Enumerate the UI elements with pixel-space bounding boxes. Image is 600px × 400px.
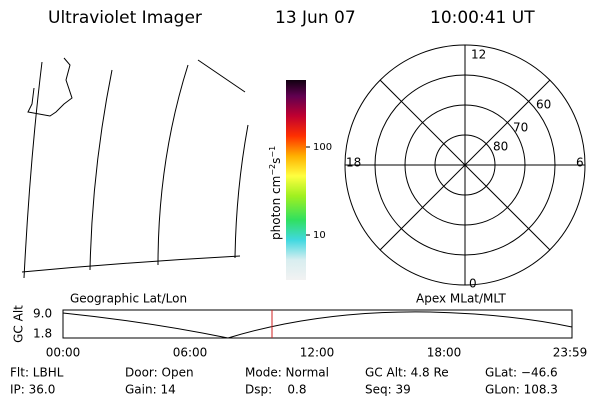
meridian <box>234 124 249 259</box>
label-sup: −1 <box>268 146 277 158</box>
status-field: GC Alt: 4.8 Re <box>365 366 449 380</box>
panel-label: Geographic Lat/Lon <box>70 292 187 306</box>
status-field: Flt: LBHL <box>10 366 64 380</box>
geographic-map <box>21 57 249 279</box>
status-field: Dsp: 0.8 <box>245 383 307 397</box>
mlt-label: 12 <box>471 48 486 62</box>
date: 13 Jun 07 <box>275 8 356 28</box>
polar-grid <box>344 44 586 286</box>
y-axis-label: GC Alt <box>12 305 26 343</box>
label-sup: −2 <box>268 164 277 176</box>
label-text: photon cm <box>269 176 283 240</box>
title: Ultraviolet Imager <box>48 8 202 28</box>
label-text: s <box>269 158 283 164</box>
mlat-label: 70 <box>513 121 528 135</box>
meridian <box>89 69 113 271</box>
x-tick-label: 06:00 <box>173 346 208 360</box>
status-field: Door: Open <box>125 366 194 380</box>
status-field: GLon: 108.3 <box>485 383 558 397</box>
x-tick-label: 00:00 <box>46 346 81 360</box>
x-tick-label: 18:00 <box>427 346 462 360</box>
altitude-curve <box>62 311 573 339</box>
meridian <box>23 61 43 279</box>
footer: Flt: LBHL Door: Open Mode: Normal GC Alt: 4… <box>10 366 558 397</box>
coastline <box>27 57 73 117</box>
y-tick-label: 1.8 <box>33 327 52 341</box>
mlat-label: 60 <box>536 98 551 112</box>
mlt-label: 18 <box>346 156 361 170</box>
parallel <box>21 255 241 273</box>
panel-label: Apex MLat/MLT <box>416 292 506 306</box>
colorbar <box>286 80 306 280</box>
mlat-label: 80 <box>493 140 508 154</box>
mlt-label: 6 <box>576 156 584 170</box>
mlt-label: 0 <box>469 277 477 291</box>
time: 10:00:41 UT <box>430 8 535 28</box>
colorbar-label: photon cm−2s−1 <box>268 146 283 240</box>
status-field: Seq: 39 <box>365 383 411 397</box>
x-tick-label: 12:00 <box>300 346 335 360</box>
x-tick-label: 23:59 <box>553 346 588 360</box>
colorbar-tick-label: 10 <box>313 230 326 241</box>
meridian <box>157 64 189 266</box>
status-field: Gain: 14 <box>125 383 176 397</box>
status-field: GLat: −46.6 <box>485 366 558 380</box>
colorbar-tick-label: 100 <box>313 142 332 153</box>
spoke <box>379 79 551 251</box>
meridian <box>197 59 246 93</box>
status-field: Mode: Normal <box>245 366 329 380</box>
status-field: IP: 36.0 <box>10 383 55 397</box>
altitude-plot-frame <box>62 309 573 339</box>
y-tick-label: 9.0 <box>33 307 52 321</box>
